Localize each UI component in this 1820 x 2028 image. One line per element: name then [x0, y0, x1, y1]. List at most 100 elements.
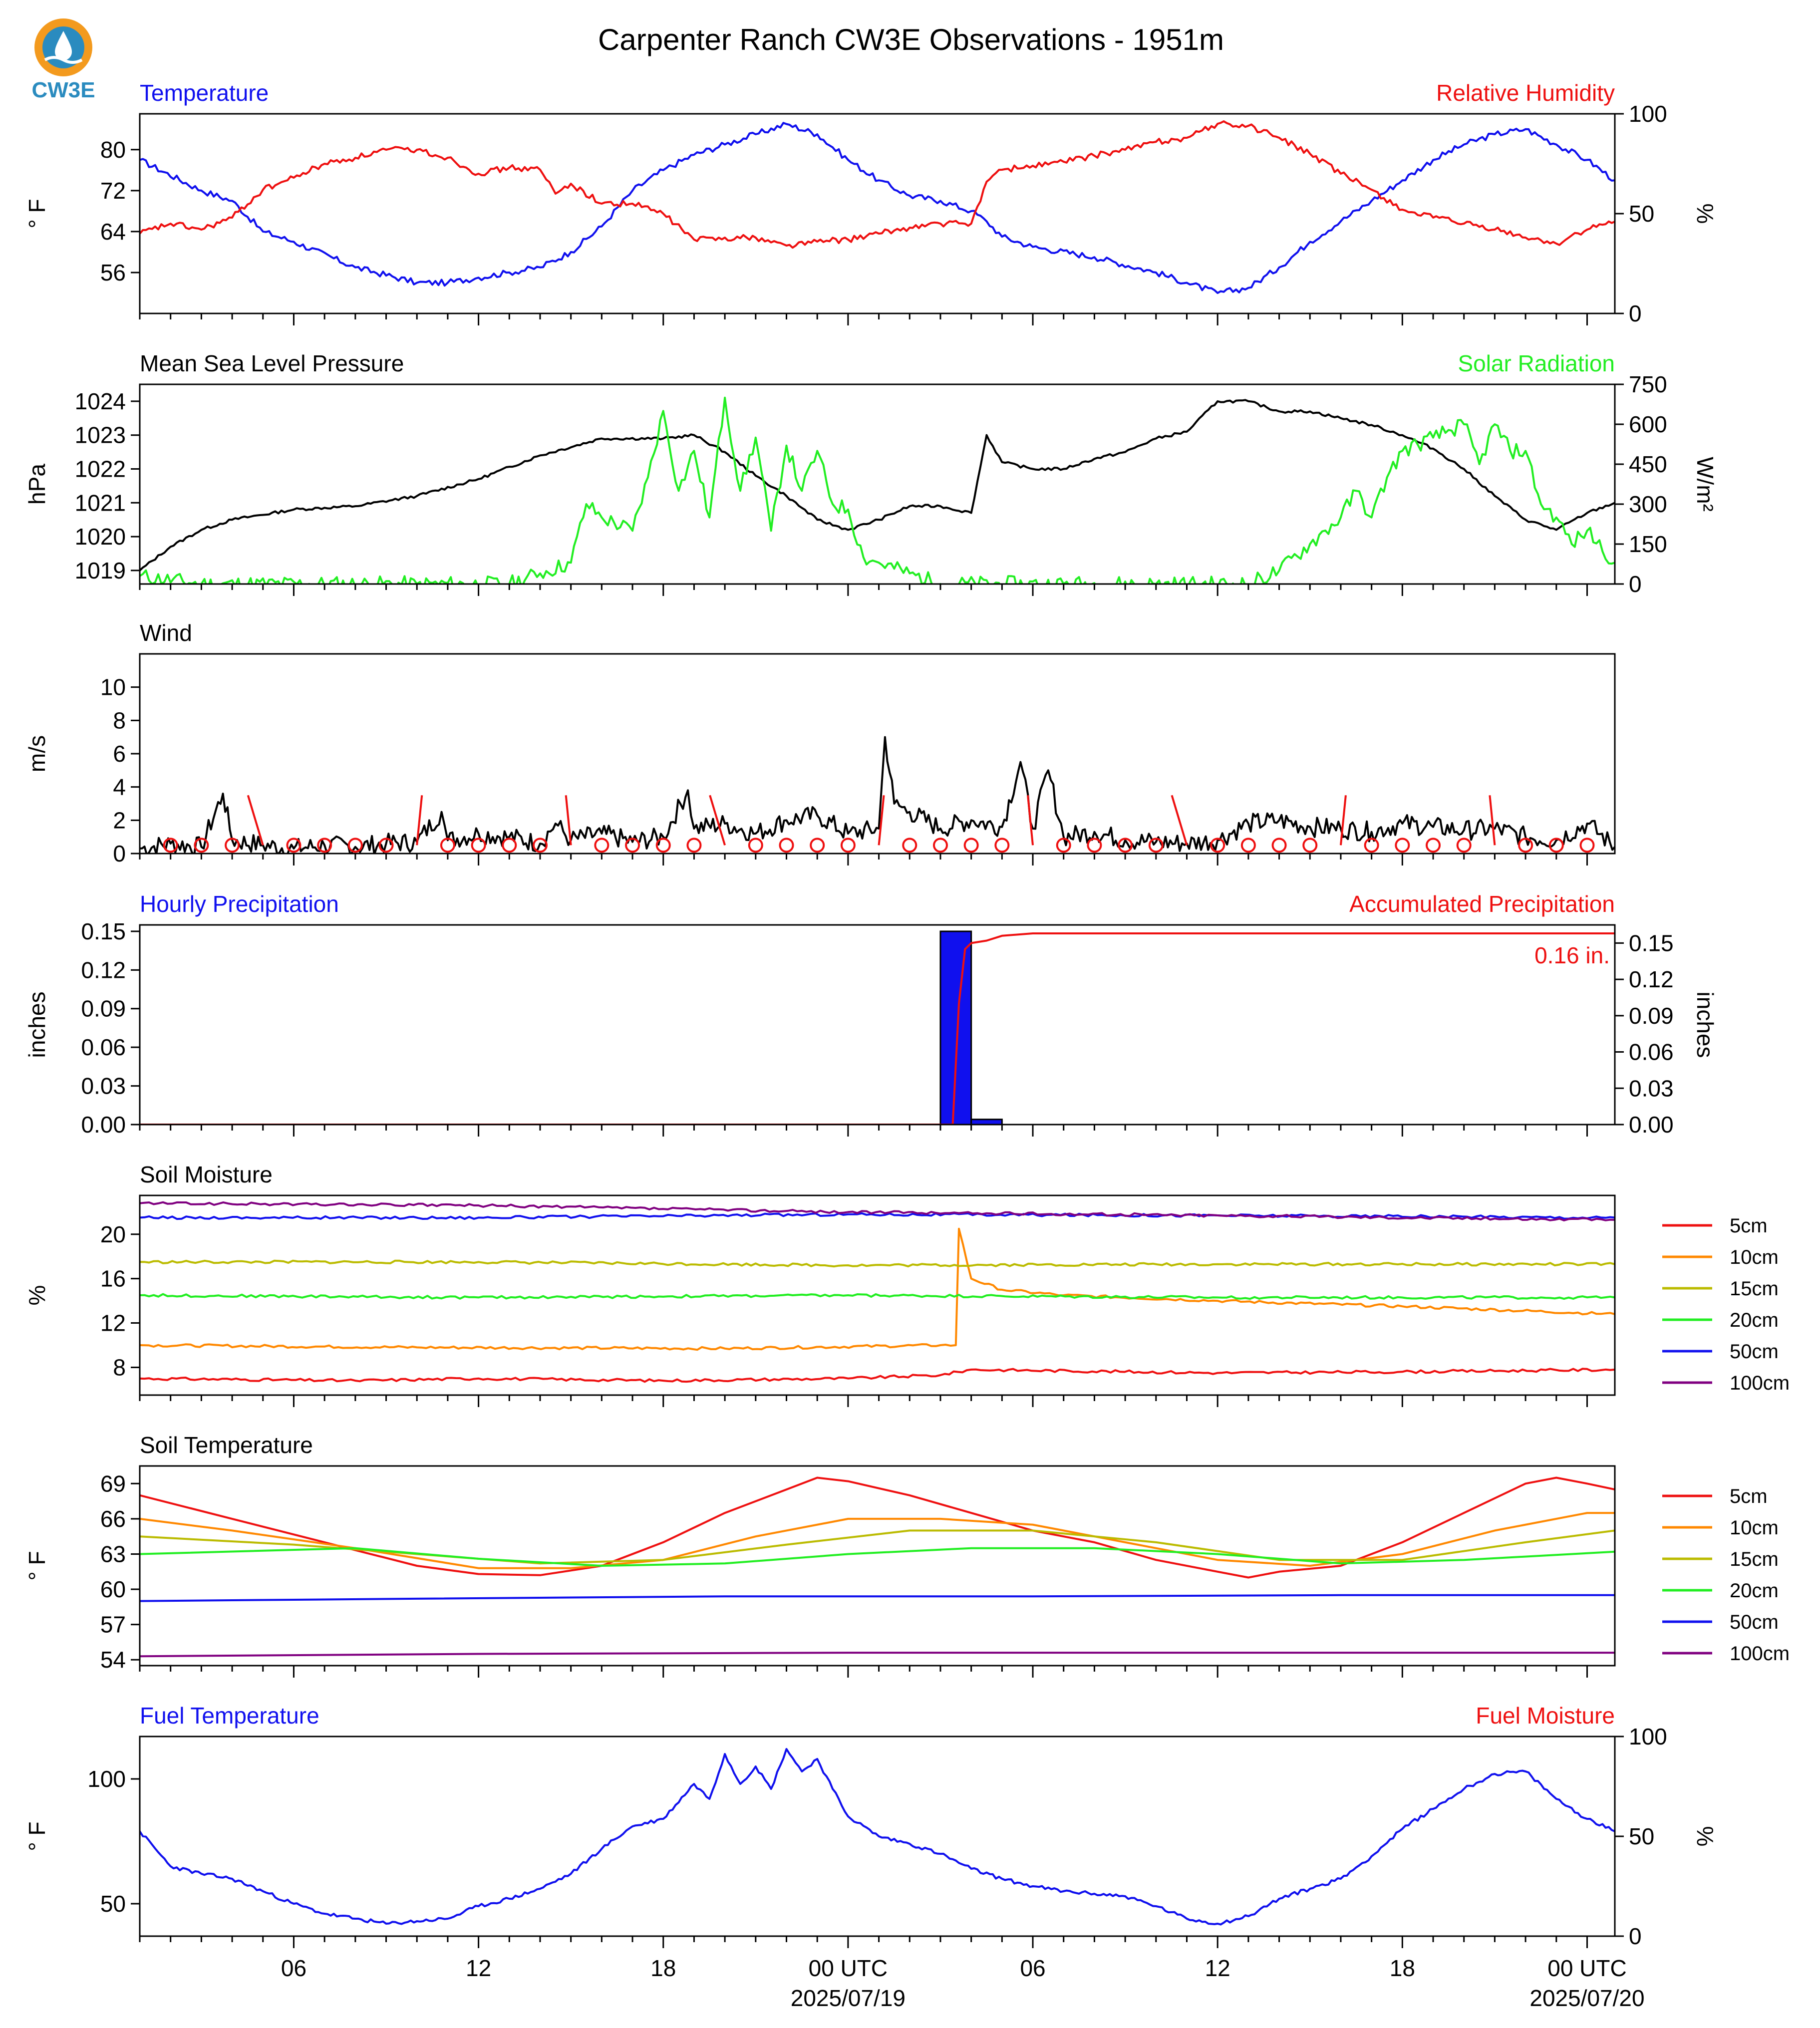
wind-calm-marker — [963, 838, 979, 853]
logo-wave-icon — [44, 56, 83, 64]
series-line-20cm — [140, 1547, 1615, 1567]
y-axis-label-right: W/m² — [1692, 457, 1718, 512]
y-tick-label-left: 2 — [113, 807, 126, 833]
legend-label: 50cm — [1730, 1611, 1779, 1633]
panel-frame — [139, 1465, 1616, 1667]
wind-calm-marker — [748, 838, 763, 853]
series-line-50cm — [140, 1594, 1615, 1602]
wind-calm-marker — [1456, 838, 1472, 853]
figure-title: Carpenter Ranch CW3E Observations - 1951… — [598, 23, 1224, 56]
y-tick-label-left: 63 — [100, 1541, 126, 1567]
panel-title-right: Relative Humidity — [1436, 80, 1615, 106]
wind-calm-marker — [779, 838, 794, 853]
y-tick-label-left: 20 — [100, 1221, 126, 1247]
panel-frame — [139, 1736, 1616, 1937]
y-tick-label-left: 1019 — [75, 558, 126, 583]
y-tick-label-left: 8 — [113, 707, 126, 733]
y-tick-label-left: 8 — [113, 1354, 126, 1380]
wind-calm-marker — [1056, 838, 1071, 853]
plot-area — [140, 1748, 1615, 1926]
legend-label: 5cm — [1730, 1485, 1768, 1507]
y-tick-label-right: 0 — [1629, 300, 1642, 326]
series-line-15cm — [140, 1259, 1615, 1268]
wind-calm-marker — [1087, 838, 1102, 853]
wind-calm-marker — [378, 838, 394, 853]
y-tick-label-right: 0.12 — [1629, 966, 1674, 992]
wind-calm-marker — [317, 838, 332, 853]
wind-barb — [1171, 795, 1188, 846]
wind-calm-marker — [932, 838, 948, 853]
x-tick-label: 06 — [1020, 1955, 1045, 1981]
y-tick-label-left: 6 — [113, 741, 126, 767]
logo-text: CW3E — [31, 78, 95, 102]
wind-calm-marker — [1148, 838, 1164, 853]
x-tick-date-label: 2025/07/19 — [791, 1985, 906, 2011]
series-line-20cm — [140, 1293, 1615, 1300]
plot-area — [140, 120, 1615, 294]
plot-area — [140, 1476, 1615, 1658]
plot-area — [140, 396, 1615, 584]
wind-calm-marker — [1426, 838, 1441, 853]
y-axis-label-left: hPa — [24, 464, 50, 505]
y-tick-label-left: 1021 — [75, 490, 126, 516]
series-line-5cm — [140, 1368, 1615, 1383]
precip-bar — [939, 930, 972, 1125]
wind-barb — [1489, 795, 1496, 846]
wind-calm-marker — [1302, 838, 1318, 853]
y-axis-label-right: % — [1692, 204, 1718, 224]
wind-calm-marker — [994, 838, 1010, 853]
legend-label: 15cm — [1730, 1548, 1779, 1570]
y-axis-label-left: ° F — [24, 1551, 50, 1580]
y-tick-label-left: 100 — [87, 1766, 126, 1792]
legend-label: 10cm — [1730, 1246, 1779, 1268]
wind-calm-marker — [1364, 838, 1379, 853]
y-axis-label-right: inches — [1692, 992, 1718, 1058]
wind-barb — [878, 795, 885, 846]
wind-calm-marker — [1548, 838, 1564, 853]
wind-calm-marker — [471, 838, 486, 853]
y-tick-label-right: 600 — [1629, 411, 1667, 437]
series-line-fuel-temperature — [140, 1748, 1615, 1926]
wind-calm-marker — [286, 838, 302, 853]
y-axis-label-left: m/s — [24, 735, 50, 772]
wind-calm-marker — [594, 838, 609, 853]
legend-label: 20cm — [1730, 1309, 1779, 1331]
legend-label: 10cm — [1730, 1517, 1779, 1539]
y-tick-label-left: 16 — [100, 1266, 126, 1292]
wind-calm-marker — [625, 838, 640, 853]
y-tick-label-right: 50 — [1629, 1823, 1654, 1849]
wind-calm-marker — [840, 838, 856, 853]
legend-label: 100cm — [1730, 1643, 1790, 1665]
wind-barb — [416, 795, 423, 846]
panel-title-right: Solar Radiation — [1458, 350, 1615, 376]
y-tick-label-left: 1024 — [75, 388, 126, 414]
series-line-temperature — [140, 122, 1615, 294]
precip-bar — [970, 1119, 1003, 1125]
y-tick-label-right: 50 — [1629, 201, 1654, 227]
logo-drop-icon — [55, 31, 72, 60]
wind-calm-marker — [502, 838, 517, 853]
legend: 5cm 10cm 15cm 20cm 50cm 100cm — [1662, 1485, 1790, 1665]
y-axis-label-left: inches — [24, 992, 50, 1058]
y-tick-label-left: 64 — [100, 219, 126, 245]
series-line-relative-humidity — [140, 120, 1615, 249]
y-tick-label-left: 50 — [100, 1891, 126, 1917]
wind-barb — [247, 795, 264, 846]
wind-calm-marker — [1210, 838, 1225, 853]
panel-soil_temperature: Soil Temperature 54 57 60 63 66 69 ° F 5cm 10cm 15… — [24, 1432, 1790, 1678]
series-line-10cm — [140, 1227, 1615, 1351]
y-tick-label-right: 0.06 — [1629, 1039, 1674, 1065]
y-tick-label-left: 0.09 — [81, 996, 126, 1022]
wind-calm-marker — [810, 838, 825, 853]
x-tick-label: 12 — [1205, 1955, 1230, 1981]
y-tick-label-right: 100 — [1629, 1724, 1667, 1749]
y-tick-label-right: 750 — [1629, 371, 1667, 397]
x-tick-label: 12 — [466, 1955, 491, 1981]
x-tick-date-label: 2025/07/20 — [1529, 1985, 1644, 2011]
y-tick-label-right: 450 — [1629, 451, 1667, 477]
wind-calm-marker — [1579, 838, 1595, 853]
y-tick-label-left: 1023 — [75, 422, 126, 448]
y-axis-label-left: ° F — [24, 1821, 50, 1851]
